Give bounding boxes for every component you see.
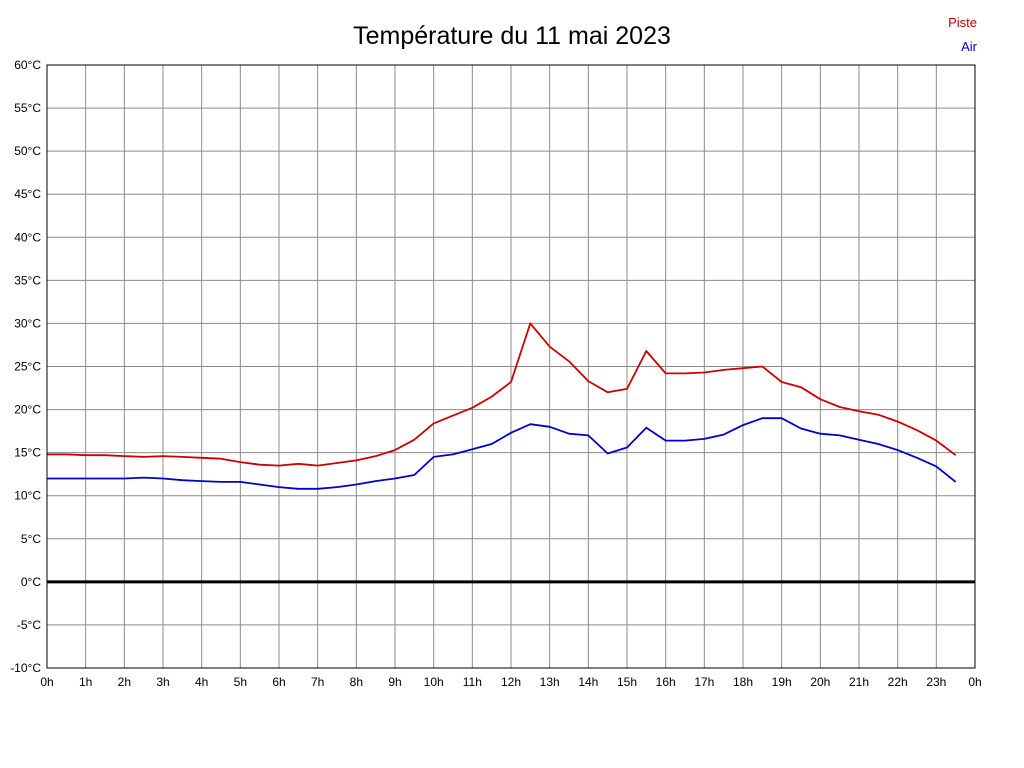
air-line bbox=[47, 417, 957, 490]
x-tick-label: 12h bbox=[501, 675, 521, 689]
y-tick-label: 10°C bbox=[14, 489, 41, 503]
y-tick-label: 35°C bbox=[14, 273, 41, 287]
chart-title: Température du 11 mai 2023 bbox=[353, 22, 671, 50]
x-tick-label: 18h bbox=[733, 675, 753, 689]
x-tick-label: 3h bbox=[156, 675, 169, 689]
y-tick-label: 45°C bbox=[14, 187, 41, 201]
y-tick-label: 25°C bbox=[14, 360, 41, 374]
x-tick-label: 16h bbox=[656, 675, 676, 689]
x-tick-label: 17h bbox=[694, 675, 714, 689]
x-tick-label: 9h bbox=[388, 675, 401, 689]
x-tick-label: 13h bbox=[540, 675, 560, 689]
x-tick-label: 0h bbox=[968, 675, 981, 689]
legend: Piste Air bbox=[948, 11, 977, 59]
y-tick-label: 0°C bbox=[21, 575, 41, 589]
x-tick-label: 10h bbox=[424, 675, 444, 689]
y-tick-label: 60°C bbox=[14, 58, 41, 72]
x-tick-label: 22h bbox=[888, 675, 908, 689]
x-tick-label: 11h bbox=[463, 675, 482, 689]
x-tick-label: 4h bbox=[195, 675, 208, 689]
y-tick-label: -5°C bbox=[17, 618, 41, 632]
y-tick-label: 40°C bbox=[14, 230, 41, 244]
x-tick-label: 2h bbox=[118, 675, 131, 689]
x-tick-label: 21h bbox=[849, 675, 869, 689]
y-tick-label: 55°C bbox=[14, 101, 41, 115]
plot-border bbox=[46, 64, 976, 669]
legend-piste: Piste bbox=[948, 15, 977, 30]
x-tick-label: 23h bbox=[926, 675, 946, 689]
x-tick-label: 1h bbox=[79, 675, 92, 689]
y-tick-label: 30°C bbox=[14, 316, 41, 330]
piste-line bbox=[47, 322, 957, 467]
x-tick-label: 15h bbox=[617, 675, 637, 689]
x-tick-label: 0h bbox=[40, 675, 53, 689]
x-tick-label: 19h bbox=[772, 675, 792, 689]
x-tick-label: 8h bbox=[350, 675, 363, 689]
y-tick-label: 50°C bbox=[14, 144, 41, 158]
x-tick-label: 7h bbox=[311, 675, 324, 689]
y-tick-label: 5°C bbox=[21, 532, 41, 546]
x-tick-label: 14h bbox=[578, 675, 598, 689]
legend-air: Air bbox=[961, 39, 977, 54]
y-tick-label: -10°C bbox=[10, 661, 41, 675]
x-tick-label: 6h bbox=[272, 675, 285, 689]
x-tick-label: 5h bbox=[234, 675, 247, 689]
y-tick-label: 15°C bbox=[14, 446, 41, 460]
y-tick-label: 20°C bbox=[14, 403, 41, 417]
x-tick-label: 20h bbox=[810, 675, 830, 689]
